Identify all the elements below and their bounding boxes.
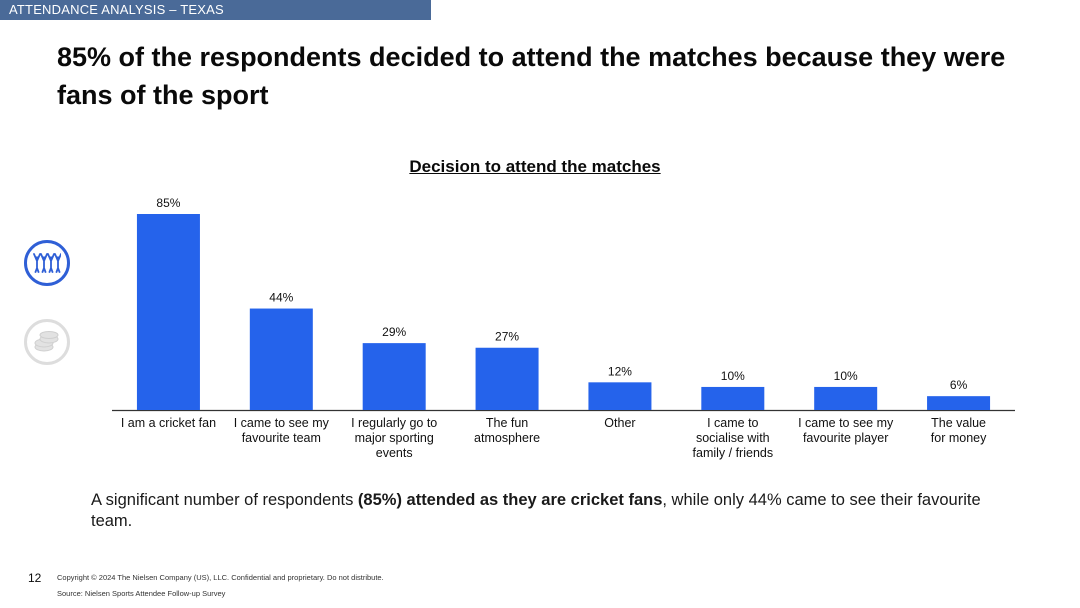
bar <box>814 386 878 410</box>
data-label: 10% <box>721 369 745 383</box>
data-label: 10% <box>834 369 858 383</box>
summary-text: A significant number of respondents (85%… <box>91 490 991 532</box>
category-label: I came to socialise with family / friends <box>693 416 774 460</box>
money-coins-icon[interactable] <box>24 319 70 365</box>
page-number: 12 <box>28 571 42 585</box>
category-label: I am a cricket fan <box>121 416 216 430</box>
data-label: 85% <box>156 196 180 210</box>
data-label: 12% <box>608 364 632 378</box>
bar <box>475 347 539 410</box>
category-label: Other <box>604 416 635 430</box>
data-label: 44% <box>269 291 293 305</box>
summary-bold: (85%) attended as they are cricket fans <box>357 491 663 509</box>
category-label: The value for money <box>931 416 987 445</box>
bar <box>588 382 652 410</box>
chart-title: Decision to attend the matches <box>409 157 661 176</box>
summary-after: , while only 44% came to see their favou… <box>91 491 981 530</box>
source-text: Source: Nielsen Sports Attendee Follow-u… <box>57 589 226 598</box>
category-label: I regularly go to major sporting events <box>351 416 437 460</box>
summary-before: A significant number of respondents <box>91 491 358 509</box>
category-label: I came to see my favourite player <box>798 416 894 445</box>
category-label: The fun atmosphere <box>474 416 540 445</box>
fans-icon[interactable] <box>24 240 70 286</box>
data-label: 27% <box>495 330 519 344</box>
data-label: 6% <box>950 378 968 392</box>
bar <box>701 386 765 410</box>
data-label: 29% <box>382 325 406 339</box>
bar <box>249 308 313 410</box>
bar-chart: 85% I am a cricket fan 44% I came to see my… <box>112 196 1015 460</box>
fans-glyph-icon <box>33 253 61 273</box>
copyright-text: Copyright © 2024 The Nielsen Company (US… <box>57 573 384 582</box>
page-title: 85% of the respondents decided to attend… <box>57 42 1006 110</box>
bar <box>136 214 200 410</box>
section-tag: ATTENDANCE ANALYSIS – TEXAS <box>0 0 431 20</box>
coins-glyph-icon <box>34 331 59 352</box>
category-label: I came to see my favourite team <box>234 416 330 445</box>
bar <box>362 343 426 410</box>
bar <box>927 396 991 410</box>
